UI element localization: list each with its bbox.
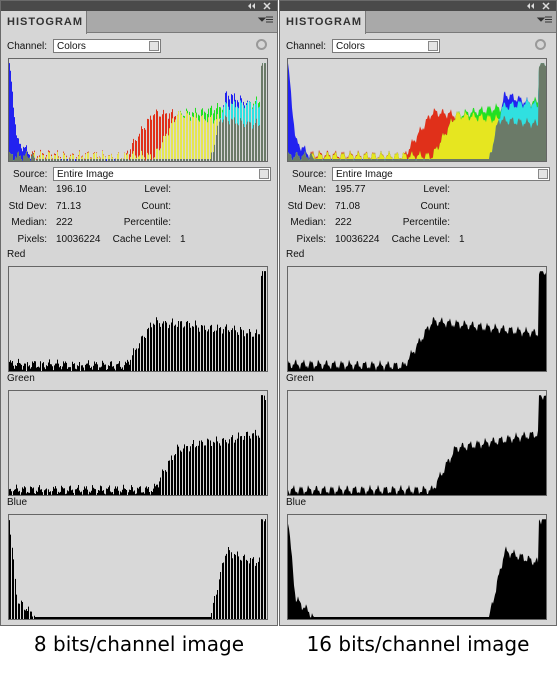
stat-label: Median: bbox=[290, 217, 326, 228]
stat-label: Cache Level: bbox=[112, 233, 171, 245]
source-value: Entire Image bbox=[336, 169, 393, 180]
panel-tab bbox=[1, 11, 87, 34]
stat-label: Count: bbox=[141, 200, 171, 212]
stat-label: Level: bbox=[144, 184, 171, 195]
panel-controls[interactable] bbox=[245, 1, 275, 31]
stat-label: Percentile: bbox=[402, 217, 450, 228]
stat-value: 71.13 bbox=[56, 200, 82, 212]
source-label: Source: bbox=[13, 169, 48, 180]
panel-tab bbox=[280, 11, 366, 34]
stat-label: Pixels: bbox=[296, 233, 326, 245]
panel-menu[interactable] bbox=[257, 16, 273, 23]
dropdown-arrow bbox=[428, 41, 438, 51]
panel-top-bar bbox=[1, 1, 277, 11]
histogram-panel: HISTOGRAM Channel: Colors Source: Entire Ima… bbox=[0, 0, 278, 626]
panel-title: HISTOGRAM bbox=[286, 16, 363, 28]
channel-select[interactable]: Colors bbox=[332, 39, 440, 53]
channel-name: Blue bbox=[7, 497, 28, 508]
stat-value: 222 bbox=[56, 217, 73, 228]
stat-label: Level: bbox=[423, 184, 450, 195]
dropdown-arrow bbox=[538, 169, 548, 179]
caption: 16 bits/channel image bbox=[306, 632, 530, 656]
channel-value: Colors bbox=[336, 41, 365, 52]
stat-label: Std Dev: bbox=[8, 200, 47, 212]
channel-label: Channel: bbox=[7, 41, 48, 52]
stat-value: 10036224 bbox=[335, 233, 380, 245]
panel-menu[interactable] bbox=[536, 16, 552, 23]
collapse-icon[interactable] bbox=[248, 3, 255, 9]
histogram bbox=[288, 395, 546, 495]
close-icon[interactable] bbox=[263, 2, 271, 10]
histogram-box bbox=[8, 390, 268, 496]
stat-value: 71.08 bbox=[335, 200, 361, 212]
histogram-area bbox=[288, 63, 546, 161]
cache-level-value: 1 bbox=[459, 233, 465, 245]
histogram-box bbox=[287, 266, 547, 372]
stat-value: 222 bbox=[335, 217, 352, 228]
panel-top-bar bbox=[280, 1, 556, 11]
histogram bbox=[9, 63, 266, 161]
stat-label: Percentile: bbox=[123, 217, 171, 228]
collapse-icon[interactable] bbox=[527, 3, 534, 9]
refresh-icon[interactable] bbox=[256, 39, 267, 50]
histogram bbox=[9, 395, 266, 495]
histogram-box bbox=[8, 514, 268, 620]
histogram-box bbox=[8, 58, 268, 162]
stat-label: Median: bbox=[11, 217, 47, 228]
panel-title: HISTOGRAM bbox=[7, 16, 84, 28]
channel-name: Green bbox=[286, 373, 314, 384]
stat-value: 10036224 bbox=[56, 233, 101, 245]
source-value: Entire Image bbox=[57, 169, 114, 180]
stat-label: Mean: bbox=[19, 184, 47, 195]
histogram bbox=[288, 519, 546, 619]
histogram-box bbox=[287, 58, 547, 162]
histogram-box bbox=[287, 514, 547, 620]
cache-level-value: 1 bbox=[180, 233, 186, 245]
channel-name: Green bbox=[7, 373, 35, 384]
channel-label: Channel: bbox=[286, 41, 327, 52]
channel-name: Red bbox=[7, 249, 26, 260]
source-select[interactable]: Entire Image bbox=[53, 167, 271, 181]
source-label: Source: bbox=[292, 169, 327, 180]
histogram-area bbox=[288, 63, 546, 161]
histogram bbox=[288, 63, 546, 161]
histogram bbox=[9, 271, 266, 371]
stat-label: Count: bbox=[420, 200, 450, 212]
channel-select[interactable]: Colors bbox=[53, 39, 161, 53]
channel-value: Colors bbox=[57, 41, 86, 52]
stat-label: Mean: bbox=[298, 184, 326, 195]
histogram-area bbox=[288, 519, 546, 619]
stat-label: Cache Level: bbox=[391, 233, 450, 245]
caption: 8 bits/channel image bbox=[33, 632, 245, 656]
histogram bbox=[9, 519, 266, 619]
histogram-box bbox=[287, 390, 547, 496]
dropdown-arrow bbox=[149, 41, 159, 51]
refresh-icon[interactable] bbox=[535, 39, 546, 50]
close-icon[interactable] bbox=[542, 2, 550, 10]
channel-name: Blue bbox=[286, 497, 307, 508]
dropdown-arrow bbox=[259, 169, 269, 179]
stat-label: Pixels: bbox=[17, 233, 47, 245]
stat-value: 196.10 bbox=[56, 184, 87, 195]
histogram-panel: HISTOGRAM Channel: Colors Source: Entire Ima… bbox=[279, 0, 557, 626]
panel-controls[interactable] bbox=[524, 1, 554, 31]
channel-name: Red bbox=[286, 249, 305, 260]
stat-label: Std Dev: bbox=[287, 200, 326, 212]
histogram-box bbox=[8, 266, 268, 372]
stat-value: 195.77 bbox=[335, 184, 366, 195]
histogram-area bbox=[288, 271, 546, 371]
histogram bbox=[288, 271, 546, 371]
histogram-area bbox=[288, 395, 546, 495]
source-select[interactable]: Entire Image bbox=[332, 167, 550, 181]
